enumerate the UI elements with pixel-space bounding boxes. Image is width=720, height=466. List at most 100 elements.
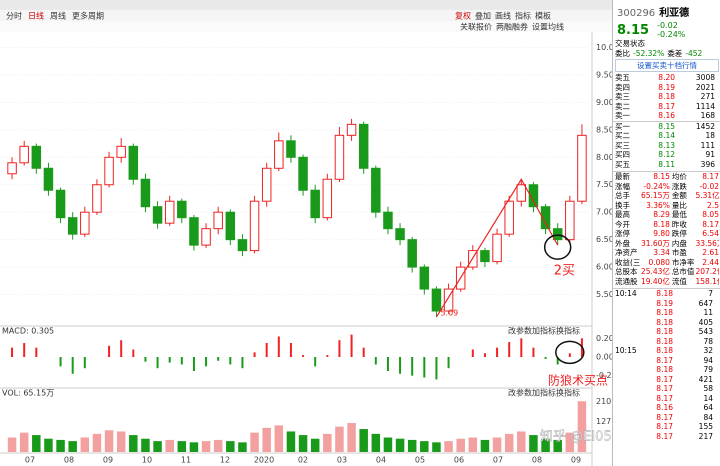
tick-volume: 58 <box>703 384 713 393</box>
stat-label: 均价 <box>671 172 687 181</box>
stat-value: 2.61 <box>702 248 719 257</box>
volume-bar <box>383 437 393 452</box>
stat-label: 流通股 <box>615 276 638 286</box>
candle-body <box>177 200 187 219</box>
tick-volume: 155 <box>698 422 713 431</box>
tick-row: 8.19 647 <box>613 299 720 309</box>
order-price: 8.19 <box>658 82 675 92</box>
volume-bar <box>565 432 575 452</box>
tick-time <box>615 375 643 385</box>
volume-bar <box>104 430 114 452</box>
tick-volume: 405 <box>698 317 713 327</box>
x-tick-label: 05 <box>415 456 425 465</box>
tool-button[interactable]: 复权 <box>455 11 471 21</box>
order-price: 8.11 <box>658 159 675 169</box>
tick-volume: 84 <box>703 412 713 422</box>
period-tab[interactable]: 日线 <box>28 11 44 21</box>
tick-row: 8.17 94 <box>613 356 720 366</box>
macd-note: 防狼术买点 <box>548 373 608 388</box>
volume-bar <box>480 439 490 452</box>
period-tab[interactable]: 分时 <box>6 11 22 21</box>
order-row: 买五 8.11 396 <box>613 160 720 170</box>
stat-value: 8.18 <box>653 219 670 229</box>
tool-bar <box>0 21 612 32</box>
stat-value: 3.36% <box>646 200 670 210</box>
y-tick-label: 8.50 <box>596 125 612 134</box>
stat-value: 19.40亿 <box>640 276 670 286</box>
tick-time <box>615 318 643 328</box>
period-tab[interactable]: 周线 <box>50 11 66 21</box>
order-price: 8.18 <box>658 92 675 101</box>
order-row: 买一 8.15 1452 <box>613 120 720 132</box>
order-volume: 396 <box>700 159 715 169</box>
value: -52.32% <box>633 48 665 58</box>
indicator-button[interactable]: 加指标 <box>532 326 556 336</box>
x-tick-label: 03 <box>337 456 347 465</box>
volume-bar <box>250 432 259 452</box>
stat-label: 总股本 <box>615 267 638 276</box>
candle-body <box>383 211 393 230</box>
volume-bar <box>286 431 296 452</box>
indicator-button[interactable]: 换指标 <box>556 388 580 398</box>
tool-button[interactable]: 画线 <box>495 11 511 21</box>
volume-bar <box>116 431 126 452</box>
order-row: 卖五 8.20 3008 <box>613 73 720 83</box>
tool-button[interactable]: 两融融券 <box>496 22 528 32</box>
stat-value: 3.34 <box>653 248 670 257</box>
tick-list: 10:14 8.18 7 8.19 647 8.18 11 8.18 405 8.18 543 8.1… <box>613 288 720 441</box>
tick-time <box>615 422 643 432</box>
indicator-button[interactable]: 换指标 <box>556 326 580 336</box>
y-tick-label: 210.0 <box>596 397 612 406</box>
status-row: 交易状态 <box>613 39 720 49</box>
tick-row: 8.17 421 <box>613 375 720 385</box>
candle-body <box>286 140 296 158</box>
order-row: 买四 8.12 91 <box>613 150 720 160</box>
tick-price: 8.17 <box>656 355 673 365</box>
volume-bar <box>153 441 162 452</box>
order-volume: 168 <box>700 111 715 120</box>
y-tick-label: 127.0 <box>596 417 612 426</box>
stat-label: 量比 <box>671 200 687 210</box>
indicator-button[interactable]: 改参数 <box>508 326 532 336</box>
candle-body <box>7 162 17 175</box>
volume-bar <box>492 437 502 452</box>
stat-label: 外盘 <box>615 238 630 248</box>
price: 8.15 <box>617 22 650 38</box>
stat-row: 净资产 3.34 市盈 2.61 <box>613 248 720 258</box>
tick-row: 8.18 79 <box>613 365 720 375</box>
order-row: 买二 8.14 18 <box>613 131 720 141</box>
candle-body <box>225 211 236 241</box>
tool-button[interactable]: 指标 <box>515 11 531 21</box>
candle-body <box>140 178 151 208</box>
tool-button[interactable]: 设置均线 <box>532 22 564 32</box>
order-volume: 1452 <box>695 121 715 131</box>
indicator-button[interactable]: 加指标 <box>532 388 556 398</box>
tool-button[interactable]: 模板 <box>535 11 551 21</box>
order-label: 买三 <box>615 140 630 150</box>
indicator-button[interactable]: 改参数 <box>508 388 532 398</box>
volume-bar <box>56 439 65 452</box>
tick-volume: 32 <box>703 346 713 355</box>
tick-time <box>615 432 643 442</box>
stat-label: 昨收 <box>671 219 687 229</box>
tick-row: 8.18 405 <box>613 318 720 328</box>
tick-time <box>615 327 643 337</box>
setting-link[interactable]: 设置买卖十档行情 <box>615 59 719 72</box>
volume-bar <box>323 433 332 452</box>
volume-bar <box>80 437 90 452</box>
stat-value: 8.17 <box>702 219 719 229</box>
period-tab[interactable]: 更多周期 <box>72 11 104 21</box>
stat-label: 总手 <box>615 191 630 200</box>
volume-bar <box>420 441 429 452</box>
volume-bar <box>213 439 223 452</box>
order-volume: 3008 <box>695 73 715 82</box>
order-label: 买四 <box>615 150 630 159</box>
order-price: 8.17 <box>658 101 675 111</box>
x-tick-label: 07 <box>493 456 503 465</box>
volume-bar <box>274 425 284 452</box>
tool-button[interactable]: 关联报价 <box>460 22 492 32</box>
candle-body <box>540 206 551 230</box>
tool-button[interactable]: 叠加 <box>475 11 491 21</box>
